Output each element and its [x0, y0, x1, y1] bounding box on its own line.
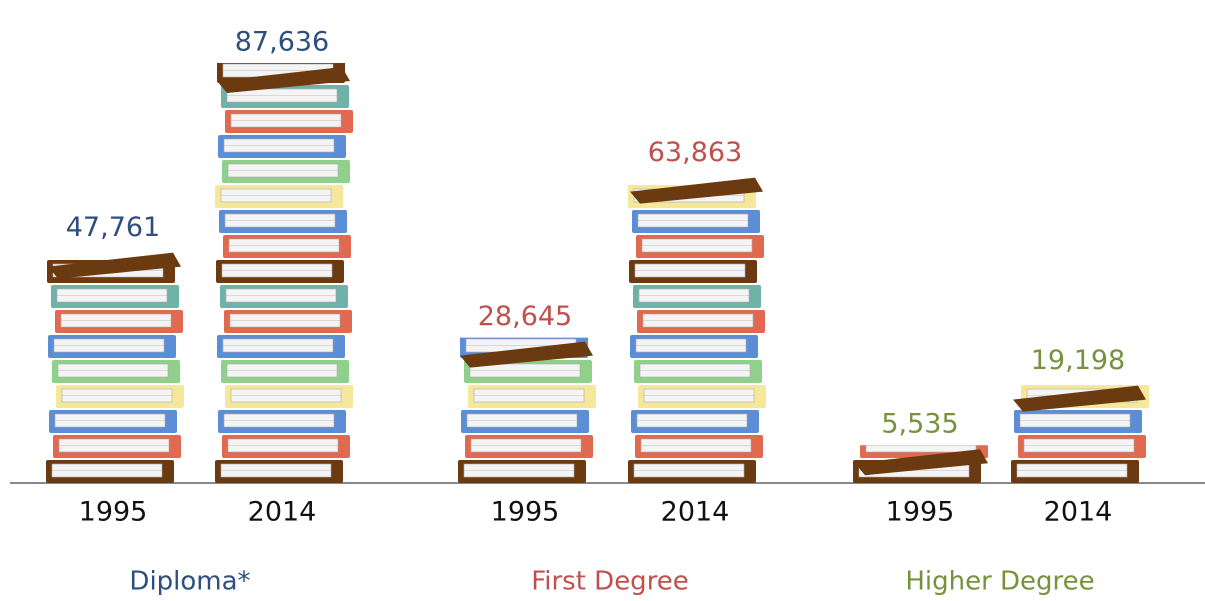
book-stack [1011, 385, 1149, 483]
book-top [630, 177, 763, 204]
book-stack [853, 445, 988, 483]
book-stack [215, 63, 353, 483]
year-label: 1995 [491, 497, 560, 528]
book-top [855, 449, 988, 476]
book-stack [46, 252, 184, 483]
year-label: 2014 [661, 497, 730, 528]
book-top [1013, 385, 1146, 412]
group-label: Diploma* [129, 567, 250, 597]
group-label: First Degree [531, 567, 689, 597]
group-label: Higher Degree [905, 567, 1094, 597]
year-label: 1995 [79, 497, 148, 528]
value-label: 19,198 [1031, 345, 1125, 376]
value-label: 87,636 [235, 27, 329, 58]
year-label: 1995 [886, 497, 955, 528]
value-label: 28,645 [478, 301, 572, 332]
book-top [48, 252, 181, 279]
value-label: 47,761 [66, 212, 160, 243]
year-label: 2014 [248, 497, 317, 528]
book-stack [458, 337, 596, 483]
book-top [217, 67, 350, 93]
value-label: 63,863 [648, 137, 742, 168]
year-label: 2014 [1044, 497, 1113, 528]
book-stack [628, 177, 766, 483]
value-label: 5,535 [881, 409, 958, 440]
book-top [460, 341, 593, 368]
